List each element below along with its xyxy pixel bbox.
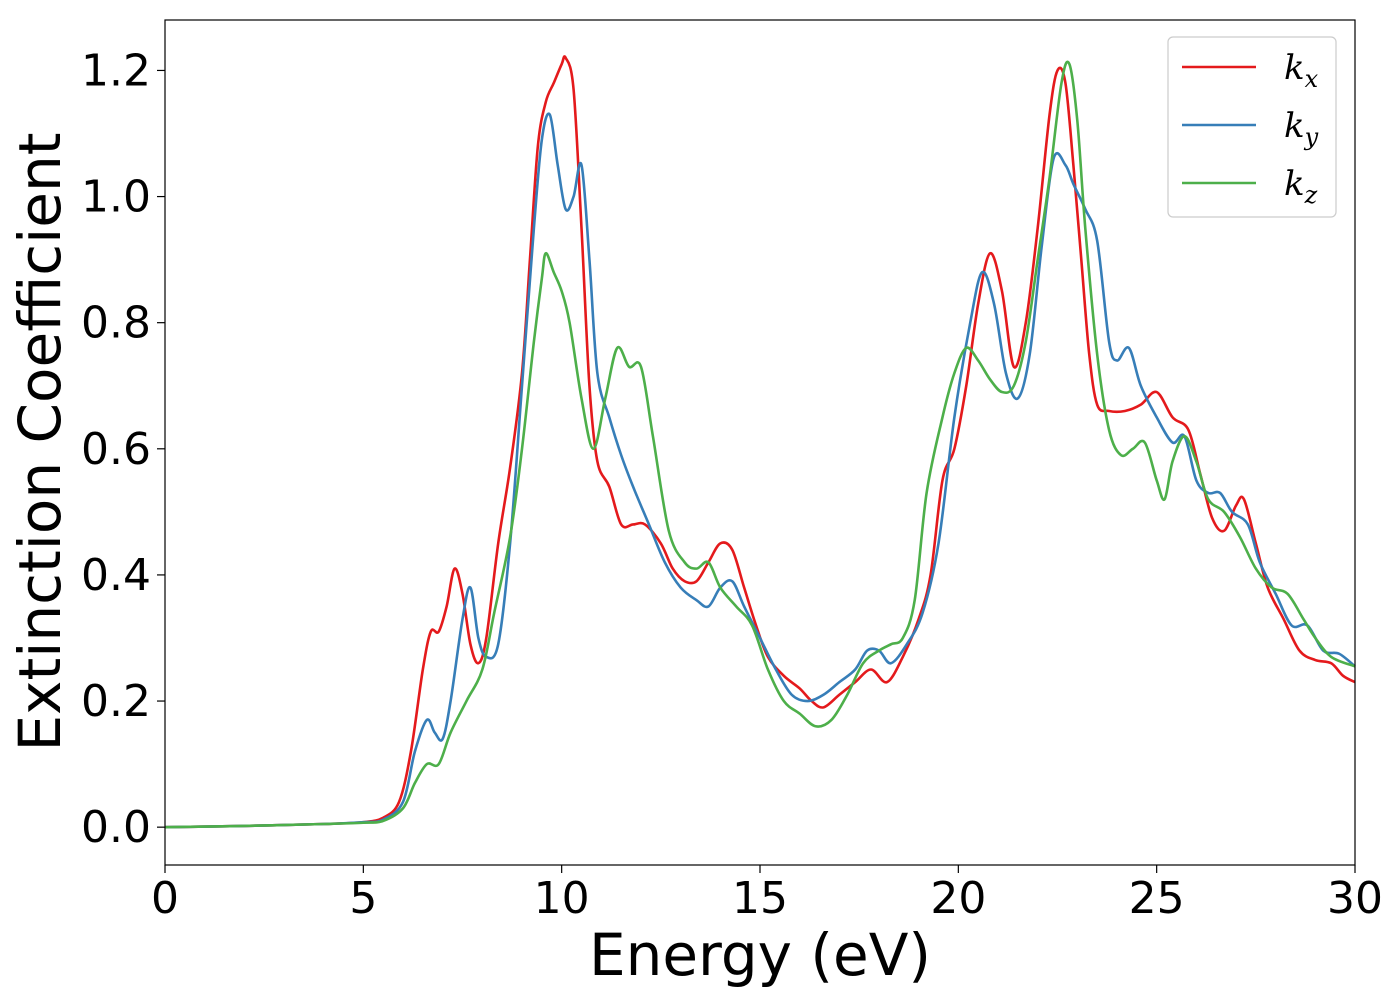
series-line-x [164, 55, 1356, 829]
y-tick-label: 0.8 [81, 298, 151, 349]
y-tick-label: 0.2 [81, 676, 151, 727]
y-tick-label: 0.0 [81, 802, 151, 853]
x-tick-label: 0 [151, 873, 179, 924]
x-tick-label: 20 [930, 873, 986, 924]
y-axis-label: Extinction Coefficient [6, 133, 74, 752]
series-line-z [164, 60, 1356, 829]
x-tick-label: 10 [534, 873, 590, 924]
x-tick-label: 30 [1327, 873, 1383, 924]
x-axis-label: Energy (eV) [589, 921, 931, 989]
series-layer [164, 55, 1356, 829]
y-tick-label: 1.2 [81, 45, 151, 96]
series-line-y [164, 112, 1356, 829]
y-tick-label: 0.4 [81, 550, 151, 601]
legend-box [1167, 36, 1337, 218]
x-tick-label: 25 [1129, 873, 1185, 924]
y-tick-label: 0.6 [81, 424, 151, 475]
x-tick-label: 5 [349, 873, 377, 924]
legend-label-z: kz [1284, 164, 1318, 209]
x-tick-label: 15 [732, 873, 788, 924]
x-axis: 0 5 10 15 20 25 30 [151, 865, 1383, 924]
y-axis: 0.0 0.2 0.4 0.6 0.8 1.0 1.2 [81, 45, 165, 853]
y-tick-label: 1.0 [81, 172, 151, 223]
